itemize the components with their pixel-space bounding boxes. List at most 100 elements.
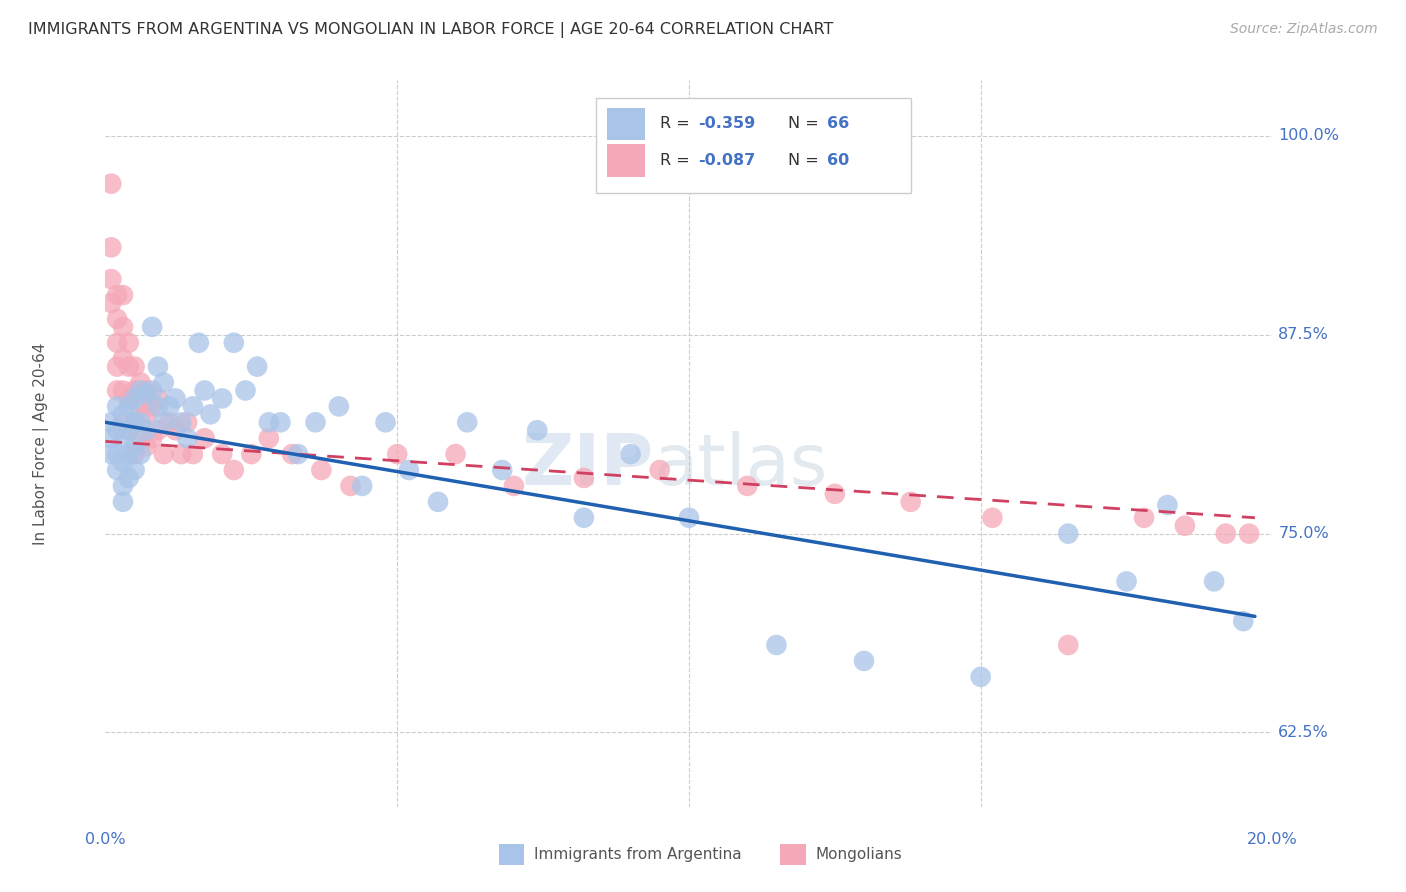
Point [269,415,292,429]
Point [176,415,198,429]
Point [152,415,174,429]
Text: 66: 66 [827,116,849,131]
Point [111,384,134,398]
Point [491,463,513,477]
Text: 60: 60 [827,153,849,168]
Point [141,400,163,414]
Point [124,384,146,398]
Point [146,400,169,414]
Text: R =: R = [659,153,695,168]
Point [900,495,922,509]
Point [135,423,157,437]
Point [1215,526,1237,541]
Point [456,415,478,429]
Text: -0.359: -0.359 [699,116,755,131]
FancyBboxPatch shape [596,98,911,193]
Point [398,463,420,477]
Point [129,384,152,398]
Point [152,447,174,461]
Text: IMMIGRANTS FROM ARGENTINA VS MONGOLIAN IN LABOR FORCE | AGE 20-64 CORRELATION CH: IMMIGRANTS FROM ARGENTINA VS MONGOLIAN I… [28,22,834,38]
Text: Immigrants from Argentina: Immigrants from Argentina [534,847,742,862]
Point [1237,526,1260,541]
Point [1057,526,1080,541]
Point [105,447,128,461]
Point [1115,574,1137,589]
Point [181,400,204,414]
Point [111,288,134,302]
Text: ZIP: ZIP [522,431,654,500]
Point [105,312,128,326]
Point [100,415,122,429]
Text: In Labor Force | Age 20-64: In Labor Force | Age 20-64 [34,343,49,545]
Point [235,384,257,398]
Point [981,510,1004,524]
Point [427,495,450,509]
Text: Mongolians: Mongolians [815,847,903,862]
Point [124,415,146,429]
Point [124,415,146,429]
Point [111,415,134,429]
Point [211,392,233,406]
Point [129,447,152,461]
Point [135,386,157,401]
Point [111,319,134,334]
Point [170,415,193,429]
Point [111,408,134,422]
Point [194,431,217,445]
Point [165,392,187,406]
Point [124,463,146,477]
Point [502,479,524,493]
Point [111,479,134,493]
Point [1156,498,1178,512]
Point [100,272,122,286]
Point [146,423,169,437]
Point [129,400,152,414]
Text: 0.0%: 0.0% [86,832,125,847]
Point [257,415,280,429]
Point [118,359,141,374]
Text: 87.5%: 87.5% [1278,327,1329,343]
Point [105,288,128,302]
Point [111,495,134,509]
Point [105,400,128,414]
Text: 20.0%: 20.0% [1247,832,1298,847]
Point [129,376,152,390]
Point [969,670,991,684]
Point [187,335,209,350]
Point [111,455,134,469]
Point [170,447,193,461]
Point [181,447,204,461]
Point [141,384,163,398]
Point [124,392,146,406]
Point [118,471,141,485]
Point [129,415,152,429]
Point [572,471,595,485]
Text: -0.087: -0.087 [699,153,755,168]
Point [304,415,326,429]
Point [152,376,174,390]
Point [352,479,374,493]
Point [124,447,146,461]
Point [118,423,141,437]
Point [339,479,361,493]
Point [118,423,141,437]
Point [165,423,187,437]
Text: Source: ZipAtlas.com: Source: ZipAtlas.com [1230,22,1378,37]
Point [100,296,122,310]
Text: 75.0%: 75.0% [1278,526,1329,541]
Point [311,463,333,477]
Point [222,463,245,477]
Point [385,447,408,461]
Point [194,384,217,398]
Point [111,431,134,445]
Point [118,392,141,406]
Point [1202,574,1225,589]
Point [1133,510,1156,524]
Point [159,400,181,414]
Point [328,400,350,414]
Point [135,439,157,453]
Point [111,351,134,366]
Point [211,447,233,461]
Point [105,359,128,374]
Point [619,447,641,461]
